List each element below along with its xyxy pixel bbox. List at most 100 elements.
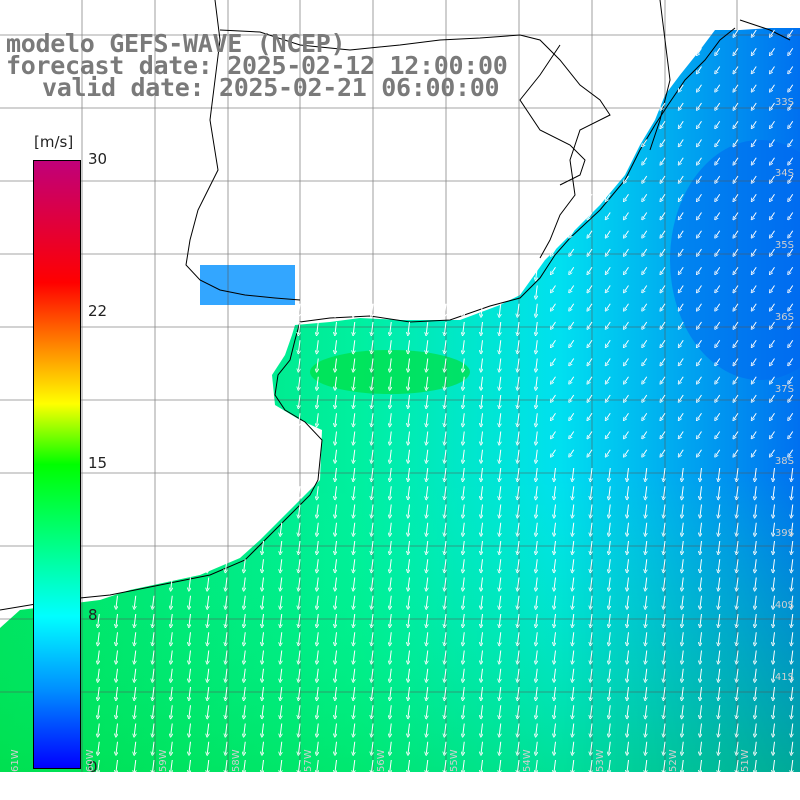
wind-arrow: [734, 212, 739, 219]
wind-arrow: [588, 431, 593, 438]
wind-arrow: [625, 431, 629, 438]
wind-arrow: [771, 303, 775, 310]
wind-arrow: [755, 540, 757, 553]
wind-arrow: [408, 340, 410, 352]
wind-arrow: [554, 723, 556, 736]
wind-arrow: [737, 577, 739, 590]
wind-arrow: [226, 759, 228, 772]
wind-arrow: [791, 522, 793, 535]
wind-arrow: [700, 632, 702, 644]
wind-arrow: [554, 686, 556, 699]
wind-arrow: [463, 613, 465, 626]
wind-arrow: [698, 84, 702, 91]
wind-arrow: [588, 193, 593, 200]
wind-arrow: [572, 650, 574, 663]
wind-arrow: [463, 303, 465, 316]
wind-arrow: [481, 467, 483, 480]
wind-arrow: [189, 668, 191, 681]
wind-arrow: [98, 668, 100, 681]
wind-arrow: [536, 321, 538, 334]
wind-arrow: [445, 613, 447, 626]
wind-arrow: [570, 449, 575, 456]
wind-arrow: [609, 650, 611, 663]
wind-arrow: [481, 759, 483, 772]
wind-arrow: [572, 504, 574, 517]
wind-arrow: [372, 340, 374, 352]
wind-arrow: [426, 632, 428, 644]
wind-arrow: [643, 157, 648, 164]
wind-arrow: [463, 559, 465, 571]
wind-arrow: [171, 595, 173, 608]
wind-arrow: [408, 650, 410, 663]
wind-arrow: [536, 413, 538, 425]
wind-arrow: [134, 650, 136, 663]
wind-arrow: [445, 321, 447, 334]
wind-arrow: [390, 559, 392, 571]
wind-arrow: [554, 540, 556, 553]
wind-arrow: [698, 157, 702, 164]
wind-arrow: [262, 759, 264, 772]
wind-arrow: [588, 339, 593, 346]
wind-arrow: [773, 741, 775, 754]
wind-arrow: [518, 759, 520, 772]
wind-arrow: [552, 431, 556, 438]
wind-arrow: [481, 650, 483, 663]
wind-arrow: [606, 339, 611, 346]
wind-arrow: [98, 632, 100, 644]
wind-arrow: [645, 650, 647, 663]
wind-arrow: [372, 486, 374, 498]
wind-arrow: [755, 741, 757, 754]
wind-arrow: [570, 230, 575, 237]
wind-arrow: [262, 723, 264, 736]
wind-arrow: [244, 613, 246, 626]
wind-arrow: [335, 449, 337, 462]
wind-arrow: [627, 632, 629, 644]
wind-arrow: [299, 668, 301, 681]
wind-arrow: [408, 449, 410, 462]
wind-arrow: [771, 431, 775, 438]
wind-arrow: [207, 686, 209, 699]
wind-arrow: [591, 486, 593, 498]
wind-arrow: [789, 321, 794, 328]
wind-arrow: [317, 668, 319, 681]
wind-arrow: [552, 358, 556, 365]
wind-arrow: [737, 741, 739, 754]
wind-arrow: [645, 741, 647, 754]
wind-arrow: [134, 723, 136, 736]
lat-label: 34S: [774, 168, 794, 179]
wind-arrow: [752, 394, 757, 401]
wind-arrow: [244, 595, 246, 608]
wind-arrow: [98, 686, 100, 699]
wind-arrow: [499, 632, 501, 644]
wind-arrow: [335, 504, 337, 517]
wind-arrow: [390, 358, 392, 371]
wind-arrow: [499, 668, 501, 681]
wind-arrow: [353, 486, 355, 498]
wind-arrow: [791, 686, 793, 699]
wind-arrow: [207, 577, 209, 590]
wind-arrow: [481, 668, 483, 681]
wind-arrow: [700, 723, 702, 736]
wind-arrow: [262, 632, 264, 644]
wind-arrow: [226, 705, 228, 717]
wind-arrow: [752, 193, 757, 200]
wind-arrow: [390, 759, 392, 772]
wind-arrow: [353, 449, 355, 462]
wind-arrow: [207, 595, 209, 608]
lat-label: 33S: [774, 97, 794, 108]
wind-arrow: [353, 559, 355, 571]
wind-arrow: [645, 705, 647, 717]
wind-arrow: [625, 376, 629, 383]
wind-arrow: [390, 431, 392, 444]
wind-arrow: [789, 84, 794, 91]
wind-arrow: [734, 248, 739, 255]
wind-arrow: [643, 303, 648, 310]
wind-arrow: [518, 668, 520, 681]
wind-arrow: [463, 321, 465, 334]
wind-arrow: [280, 595, 282, 608]
wind-arrow: [463, 686, 465, 699]
wind-arrow: [481, 504, 483, 517]
wind-arrow: [752, 47, 757, 54]
wind-arrow: [499, 431, 501, 444]
